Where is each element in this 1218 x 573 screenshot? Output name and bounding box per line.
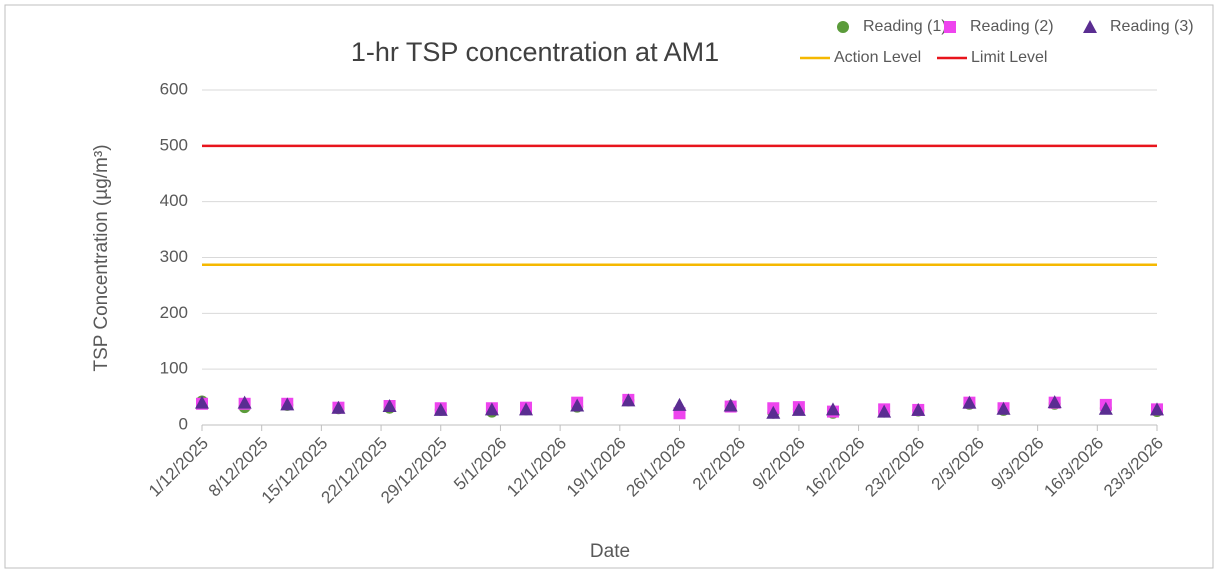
marker (996, 401, 1011, 415)
x-axis-label: Date (590, 541, 630, 562)
y-tick-label: 200 (160, 303, 188, 322)
marker (766, 405, 781, 419)
y-tick-label: 600 (160, 79, 188, 98)
marker (825, 402, 840, 416)
marker (1047, 395, 1062, 409)
legend-label: Action Level (834, 49, 921, 66)
marker (433, 402, 448, 416)
marker (237, 395, 252, 409)
marker (1098, 401, 1113, 415)
y-tick-label: 100 (160, 359, 188, 378)
chart-border (4, 4, 1214, 569)
legend-marker (1083, 20, 1097, 33)
marker (911, 402, 926, 416)
marker (484, 402, 499, 416)
y-tick-label: 400 (160, 191, 188, 210)
marker (877, 404, 892, 418)
marker (1150, 402, 1164, 416)
y-tick-label: 300 (160, 247, 188, 266)
y-tick-label: 500 (160, 135, 188, 154)
marker (723, 398, 738, 412)
marker (519, 402, 534, 416)
marker (280, 397, 295, 411)
marker (791, 402, 806, 416)
legend-label: Reading (1) (863, 18, 947, 35)
marker (195, 395, 209, 409)
marker (382, 399, 397, 413)
y-tick-label: 0 (179, 414, 188, 433)
legend-label: Limit Level (971, 49, 1047, 66)
legend-label: Reading (2) (970, 18, 1054, 35)
marker (962, 395, 977, 409)
legend-marker (837, 21, 849, 33)
marker (672, 397, 687, 411)
chart-title: 1-hr TSP concentration at AM1 (351, 37, 719, 67)
marker (570, 398, 585, 412)
legend-label: Reading (3) (1110, 18, 1194, 35)
y-axis-label: TSP Concentration (µg/m³) (91, 144, 112, 371)
marker (621, 393, 636, 407)
marker (331, 400, 346, 414)
legend-marker (944, 21, 956, 33)
